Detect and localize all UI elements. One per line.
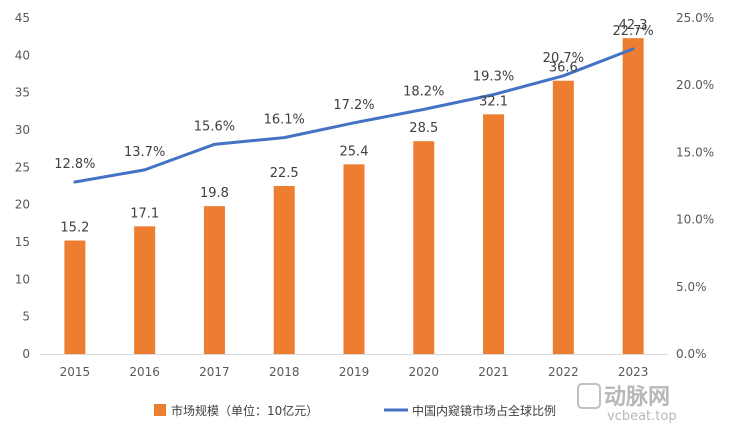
y-right-tick: 25.0% bbox=[676, 11, 714, 25]
bar-value-label: 22.5 bbox=[270, 166, 299, 181]
bar-value-label: 17.1 bbox=[130, 206, 159, 221]
x-tick: 2022 bbox=[548, 365, 579, 379]
bar-2019 bbox=[343, 164, 365, 354]
watermark-en: vcbeat.top bbox=[607, 409, 677, 424]
y-left-tick: 45 bbox=[15, 11, 30, 25]
bar-2023 bbox=[622, 38, 644, 354]
y-left-tick: 30 bbox=[15, 123, 30, 137]
line-value-label: 22.7% bbox=[612, 24, 653, 39]
x-tick: 2015 bbox=[60, 365, 91, 379]
x-tick: 2019 bbox=[339, 365, 370, 379]
y-left-tick: 20 bbox=[15, 198, 30, 212]
y-left-tick: 35 bbox=[15, 86, 30, 100]
bars bbox=[64, 38, 644, 354]
bar-value-label: 36.6 bbox=[549, 61, 578, 76]
y-left-tick: 25 bbox=[15, 160, 30, 174]
y-right-tick: 10.0% bbox=[676, 213, 714, 227]
bar-2018 bbox=[273, 186, 295, 354]
x-tick: 2016 bbox=[129, 365, 160, 379]
y-right-tick: 0.0% bbox=[676, 347, 707, 361]
x-tick: 2018 bbox=[269, 365, 300, 379]
line-value-label: 13.7% bbox=[124, 145, 165, 160]
bar-2017 bbox=[203, 206, 225, 354]
y-left-tick: 40 bbox=[15, 48, 30, 62]
line-value-label: 12.8% bbox=[54, 157, 95, 172]
y-right-tick: 5.0% bbox=[676, 280, 707, 294]
line-value-label: 19.3% bbox=[473, 70, 514, 85]
legend-bar-label: 市场规模（单位：10亿元） bbox=[171, 403, 318, 418]
bar-2015 bbox=[64, 240, 86, 354]
line-value-label: 18.2% bbox=[403, 84, 444, 99]
bar-value-label: 25.4 bbox=[340, 144, 369, 159]
axes: 0 5 10 15 20 25 30 35 40 45 0.0% 5.0% 10.0% 15.0% 20.0… bbox=[15, 11, 714, 379]
line-value-label: 15.6% bbox=[194, 119, 235, 134]
y-right-tick: 20.0% bbox=[676, 78, 714, 92]
line-value-label: 20.7% bbox=[543, 51, 584, 66]
x-tick: 2023 bbox=[618, 365, 649, 379]
bar-2021 bbox=[483, 114, 505, 354]
bar-2020 bbox=[413, 141, 435, 354]
y-left-tick: 0 bbox=[22, 347, 30, 361]
line-value-label: 16.1% bbox=[264, 113, 305, 128]
x-tick: 2020 bbox=[409, 365, 440, 379]
legend-line-label: 中国内窥镜市场占全球比例 bbox=[412, 403, 556, 418]
legend: 市场规模（单位：10亿元） 中国内窥镜市场占全球比例 bbox=[154, 403, 556, 418]
line-value-label: 17.2% bbox=[333, 98, 374, 113]
bar-value-label: 19.8 bbox=[200, 186, 229, 201]
line-series bbox=[73, 47, 635, 184]
x-tick: 2017 bbox=[199, 365, 230, 379]
y-left-tick: 15 bbox=[15, 235, 30, 249]
bar-value-label: 32.1 bbox=[479, 94, 508, 109]
y-left-tick: 5 bbox=[22, 310, 30, 324]
y-right-tick: 15.0% bbox=[676, 145, 714, 159]
bar-value-label: 15.2 bbox=[60, 221, 89, 236]
bar-2022 bbox=[552, 80, 574, 354]
y-left-tick: 10 bbox=[15, 272, 30, 286]
x-tick: 2021 bbox=[478, 365, 509, 379]
watermark-logo-icon bbox=[577, 383, 601, 409]
bar-value-label: 42.3 bbox=[619, 18, 648, 33]
data-labels: 15.2 17.1 19.8 22.5 25.4 28.5 32.1 36.6 42.3 12.8… bbox=[54, 18, 654, 235]
bar-value-label: 28.5 bbox=[409, 121, 438, 136]
bar-2016 bbox=[134, 226, 156, 354]
legend-bar-swatch bbox=[154, 404, 166, 416]
share-line bbox=[73, 47, 635, 184]
watermark-cn: 动脉网 bbox=[604, 385, 670, 410]
